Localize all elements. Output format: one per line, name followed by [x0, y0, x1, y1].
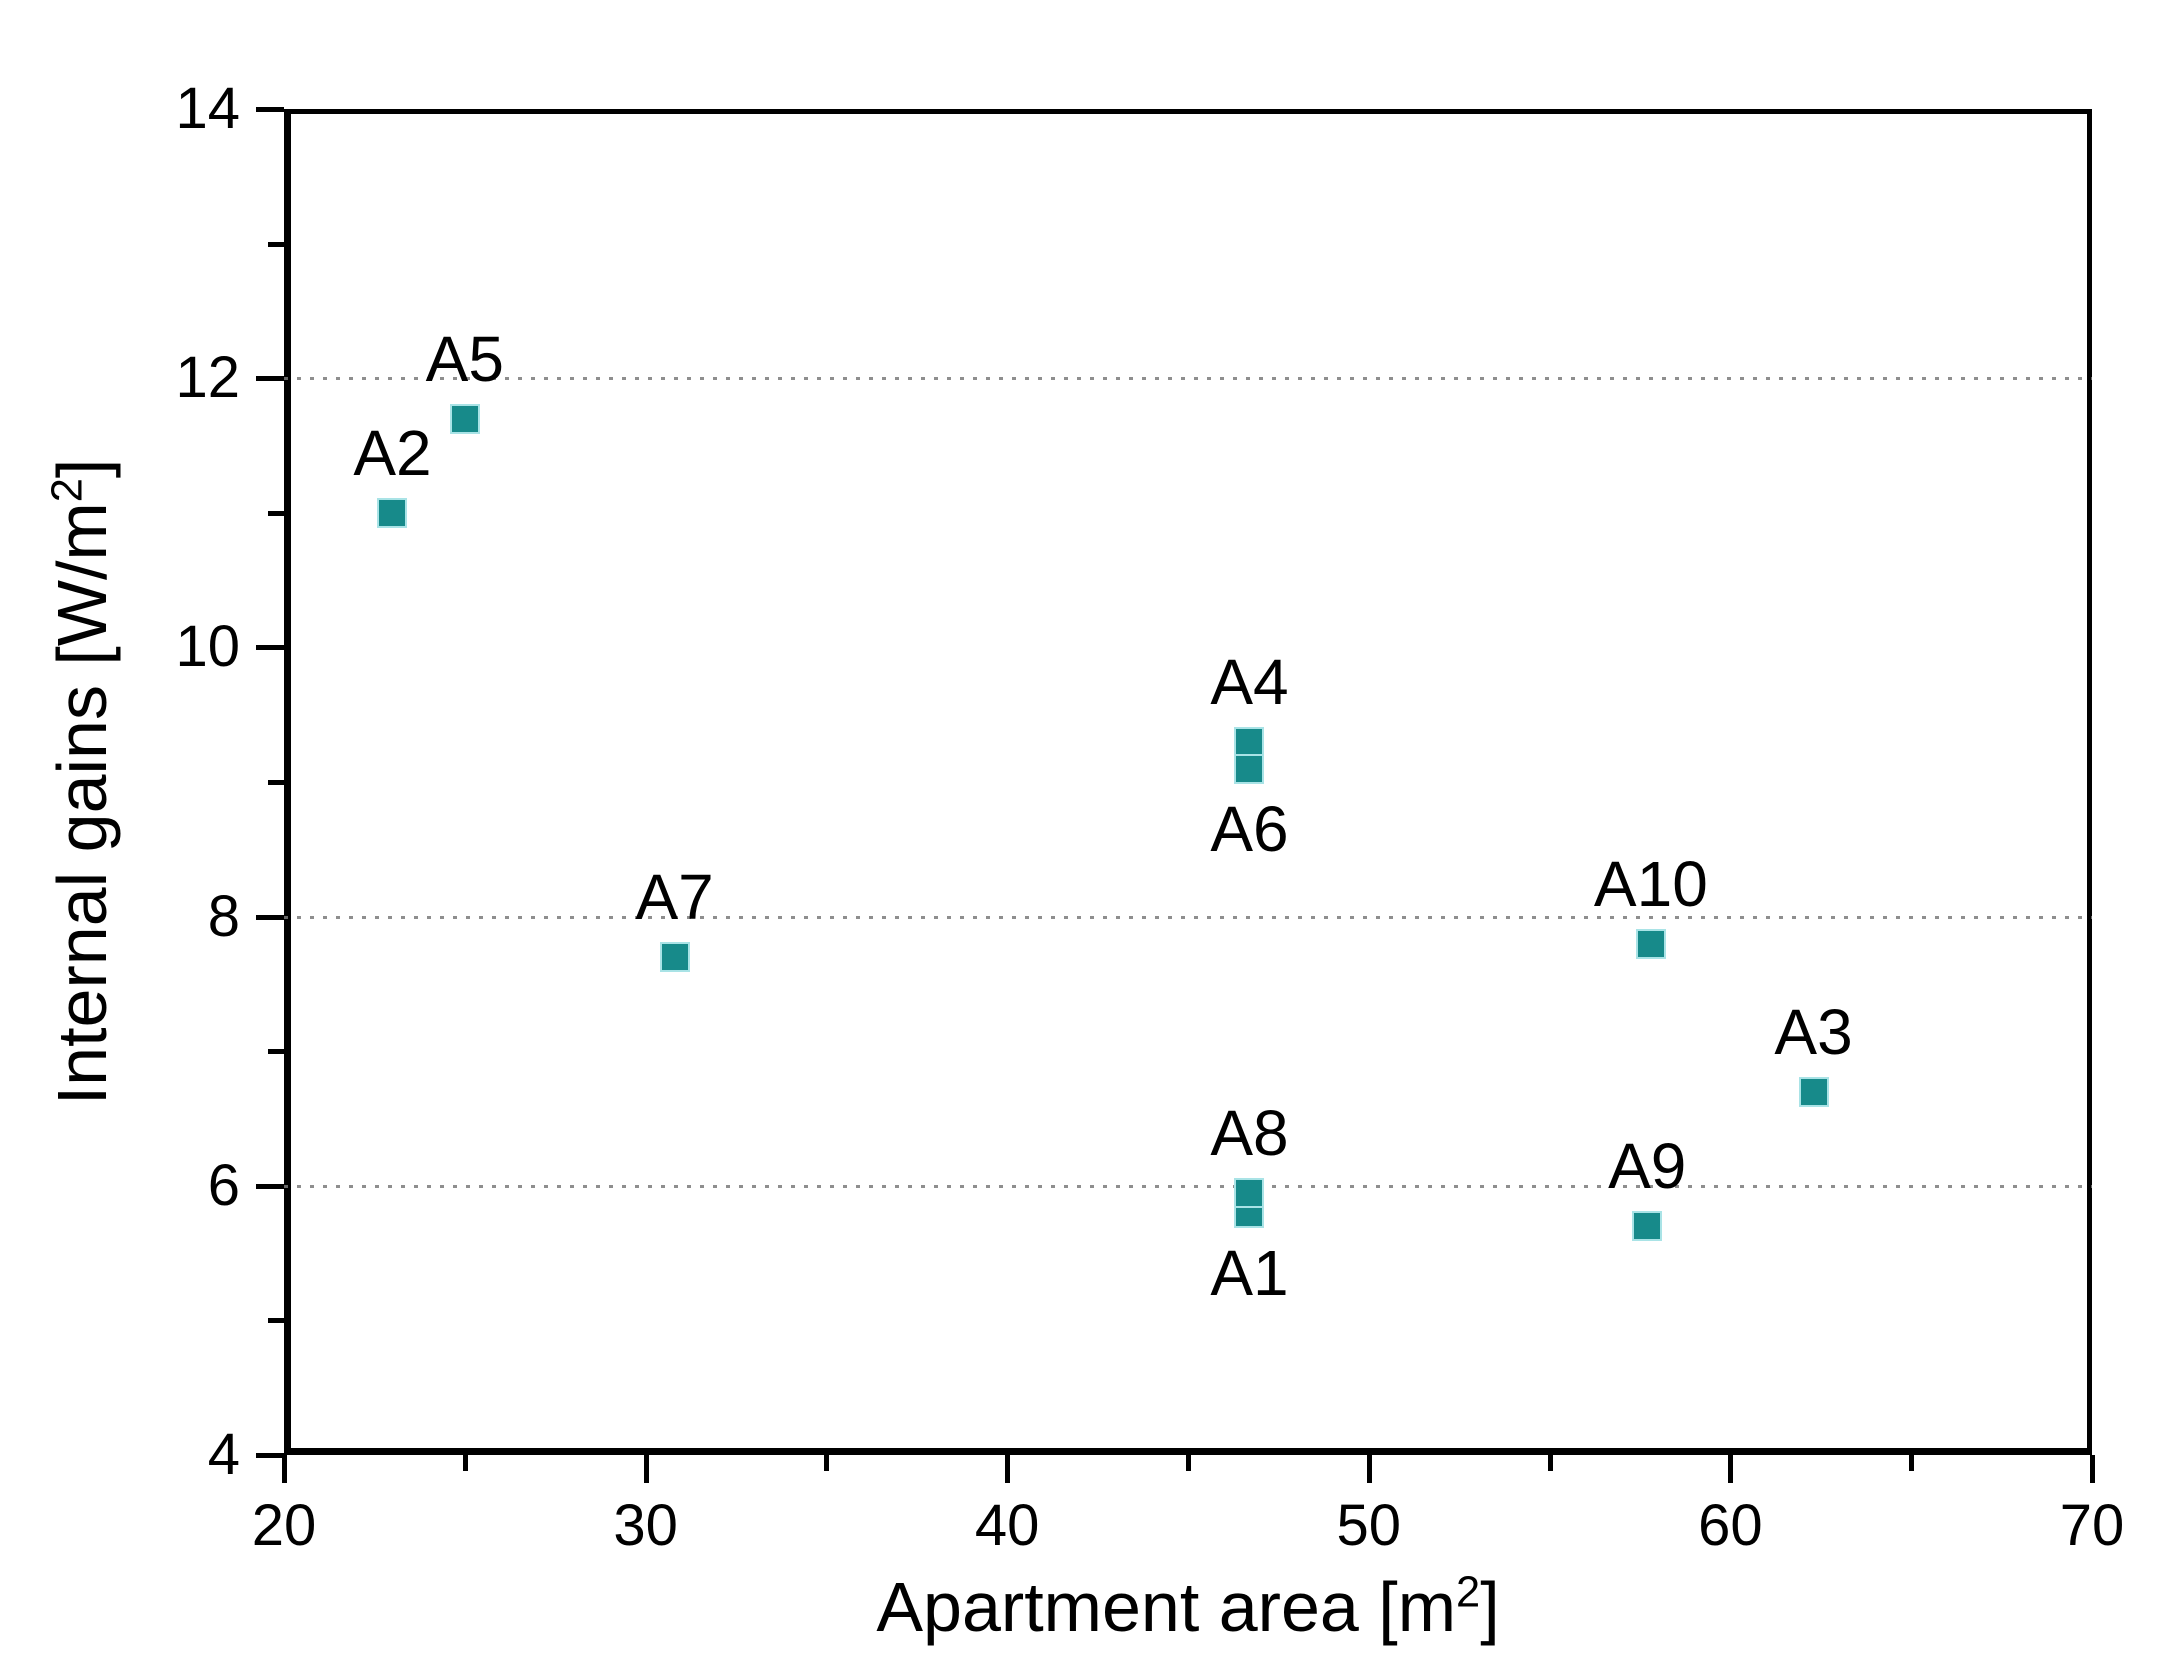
data-point-marker-A4	[1234, 726, 1265, 757]
x-tick-label-20: 20	[251, 1493, 317, 1558]
x-tick-label-50: 50	[1336, 1493, 1402, 1558]
x-tick-label-40: 40	[974, 1493, 1040, 1558]
y-axis-title-closing: ]	[43, 458, 121, 479]
y-minor-tick-7	[268, 1049, 284, 1055]
data-point-label-A1: A1	[1210, 1236, 1289, 1309]
data-point-label-A8: A8	[1210, 1096, 1289, 1169]
x-tick-label-60: 60	[1698, 1493, 1763, 1558]
y-minor-tick-13	[268, 241, 284, 247]
y-major-tick-6	[256, 1183, 284, 1189]
y-axis-title-superscript: 2	[43, 478, 92, 503]
data-point-marker-A7	[659, 941, 690, 972]
y-axis-title: Internal gains [W/m2]	[43, 459, 121, 1106]
data-point-label-A3: A3	[1774, 995, 1853, 1068]
data-point-label-A6: A6	[1210, 792, 1289, 865]
gridline-y-8	[284, 915, 2092, 919]
data-point-label-A5: A5	[425, 322, 504, 395]
y-minor-tick-11	[268, 510, 284, 516]
plot-area	[284, 109, 2092, 1455]
x-axis-title-text: Apartment area [m	[876, 1568, 1457, 1646]
y-minor-tick-5	[268, 1318, 284, 1324]
x-axis-title-superscript: 2	[1456, 1568, 1481, 1617]
x-minor-tick-55	[1547, 1455, 1553, 1471]
x-major-tick-70	[2090, 1455, 2095, 1483]
x-major-tick-60	[1728, 1455, 1734, 1483]
x-axis-title-closing: ]	[1480, 1568, 1500, 1646]
x-axis-title: Apartment area [m2]	[876, 1568, 1499, 1642]
y-tick-label-6: 6	[207, 1152, 240, 1218]
data-point-marker-A10	[1635, 928, 1666, 959]
gridline-y-12	[284, 377, 2092, 381]
x-minor-tick-25	[462, 1455, 468, 1471]
y-axis-title-text: Internal gains [W/m	[43, 502, 121, 1106]
data-point-marker-A8	[1234, 1177, 1265, 1208]
x-minor-tick-35	[824, 1455, 830, 1471]
x-tick-label-30: 30	[613, 1493, 678, 1558]
x-tick-label-70: 70	[2059, 1493, 2125, 1558]
data-point-marker-A5	[449, 403, 480, 434]
y-major-tick-12	[256, 376, 284, 382]
x-major-tick-30	[643, 1455, 649, 1483]
data-point-label-A4: A4	[1210, 645, 1289, 718]
y-tick-label-14: 14	[175, 76, 240, 141]
y-major-tick-10	[256, 645, 284, 651]
data-point-label-A10: A10	[1593, 847, 1708, 920]
y-major-tick-14	[256, 107, 284, 112]
data-point-label-A2: A2	[353, 416, 432, 489]
data-point-label-A9: A9	[1608, 1130, 1687, 1203]
x-major-tick-40	[1005, 1455, 1011, 1483]
x-minor-tick-45	[1186, 1455, 1191, 1471]
data-point-marker-A9	[1632, 1211, 1663, 1242]
y-tick-label-12: 12	[175, 345, 240, 411]
x-major-tick-20	[282, 1455, 287, 1483]
y-tick-label-10: 10	[175, 614, 240, 680]
y-tick-label-8: 8	[207, 883, 240, 949]
data-point-label-A7: A7	[635, 860, 714, 933]
gridline-y-6	[284, 1184, 2092, 1188]
y-major-tick-8	[256, 914, 284, 920]
y-major-tick-4	[256, 1453, 284, 1458]
y-tick-label-4: 4	[207, 1422, 240, 1487]
x-minor-tick-65	[1909, 1455, 1915, 1471]
data-point-marker-A2	[377, 497, 408, 528]
data-point-marker-A3	[1798, 1076, 1829, 1107]
x-major-tick-50	[1366, 1455, 1372, 1483]
data-point-marker-A6	[1234, 753, 1265, 784]
y-minor-tick-9	[268, 780, 284, 785]
